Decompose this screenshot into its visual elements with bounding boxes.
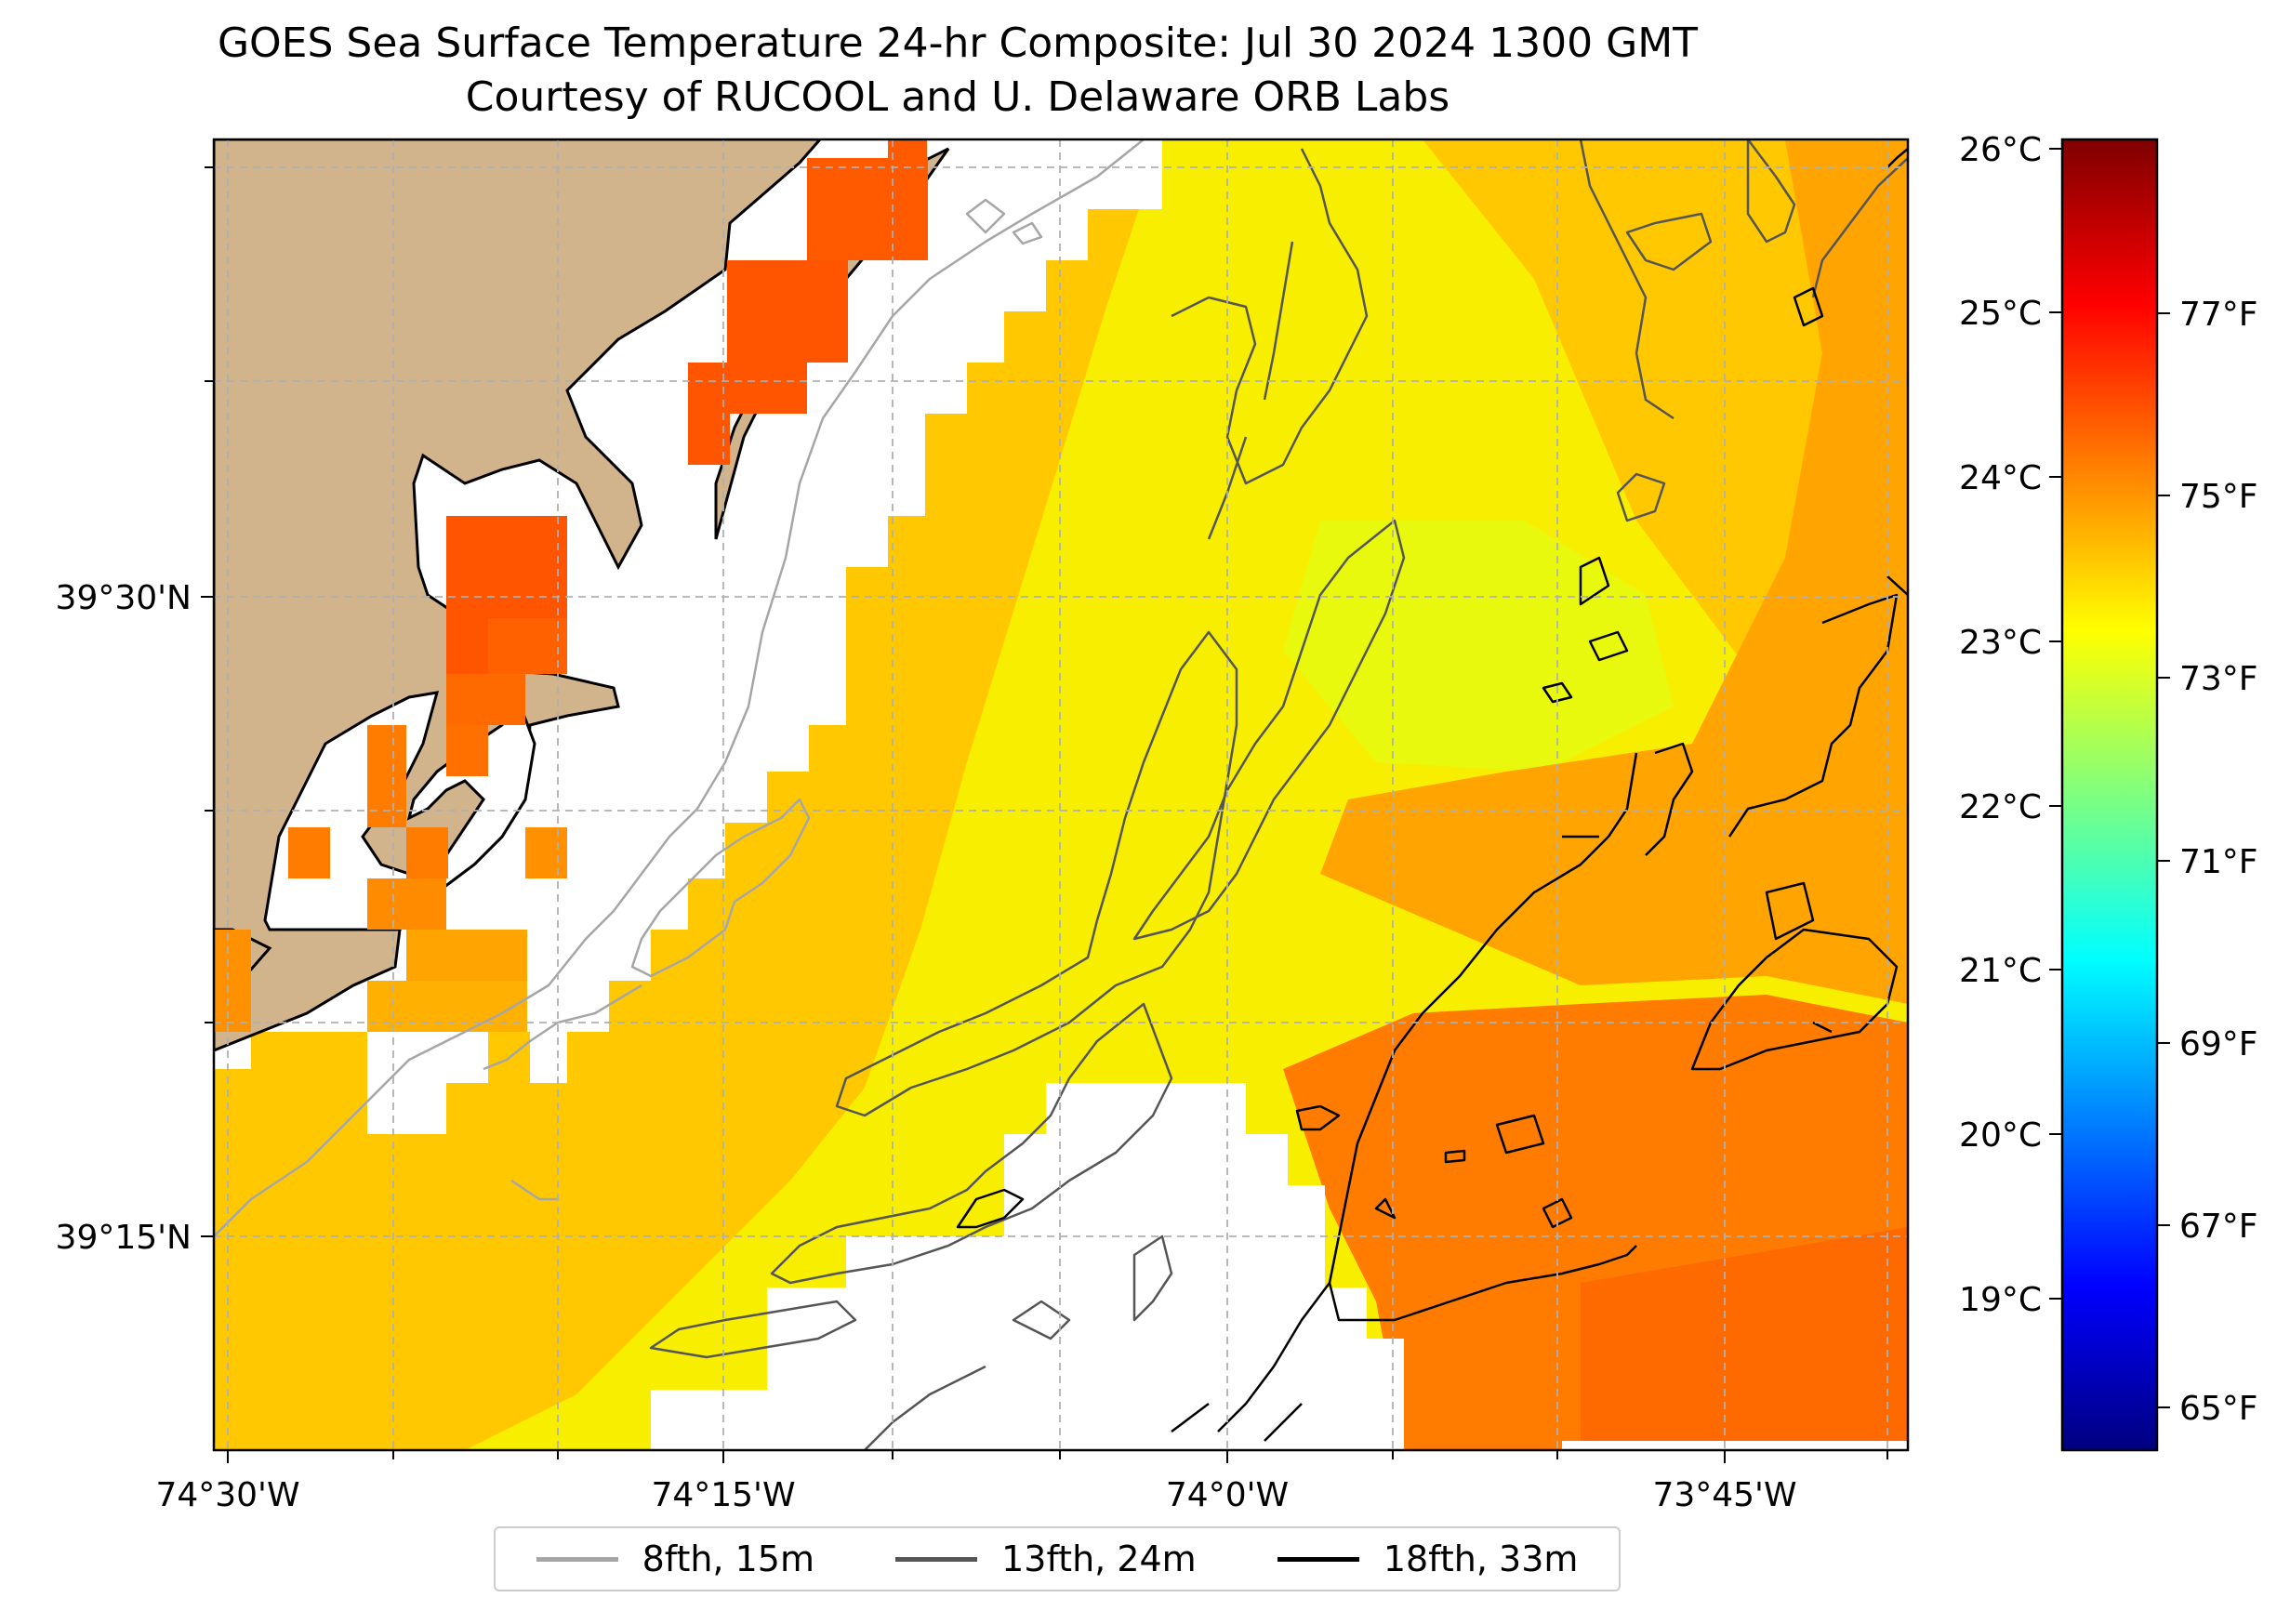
title-line-2: Courtesy of RUCOOL and U. Delaware ORB L… bbox=[465, 73, 1450, 121]
sst-pixel bbox=[367, 725, 406, 827]
contour-18fth bbox=[956, 148, 1908, 1442]
gridlines bbox=[214, 139, 1908, 1450]
legend-label: 18fth, 33m bbox=[1383, 1538, 1579, 1579]
sst-yellowgreen-patch bbox=[1283, 521, 1674, 772]
sst-pixel bbox=[367, 878, 446, 930]
colorbar-fahrenheit-label: 65°F bbox=[2179, 1390, 2258, 1428]
legend-swatch-8fth bbox=[536, 1556, 618, 1562]
colorbar-celsius-label: 20°C bbox=[1959, 1116, 2042, 1155]
colorbar-celsius-label: 25°C bbox=[1959, 295, 2042, 333]
lat-label: 39°30'N bbox=[56, 579, 192, 617]
sst-land-pixels bbox=[214, 139, 928, 1032]
legend-swatch-13fth bbox=[895, 1556, 978, 1562]
colorbar-fahrenheit-label: 67°F bbox=[2179, 1208, 2258, 1246]
sst-pixel bbox=[288, 827, 330, 878]
nodata-far-southeast bbox=[1562, 1441, 1908, 1450]
lon-label: 74°15'W bbox=[651, 1476, 795, 1514]
sst-pixel bbox=[367, 981, 527, 1032]
sst-pixel bbox=[446, 674, 525, 725]
lon-label: 73°45'W bbox=[1652, 1476, 1796, 1514]
colorbar-fahrenheit-label: 71°F bbox=[2179, 843, 2258, 881]
sst-pixel bbox=[214, 930, 251, 1032]
legend-item-8fth: 8fth, 15m bbox=[536, 1538, 814, 1579]
colorbar-fahrenheit-label: 75°F bbox=[2179, 478, 2258, 516]
legend-label: 8fth, 15m bbox=[642, 1538, 814, 1579]
colorbar-bar bbox=[2060, 138, 2159, 1452]
sst-pixel bbox=[688, 363, 807, 414]
map-ticks bbox=[201, 166, 1888, 1463]
colorbar-fahrenheit-label: 69°F bbox=[2179, 1025, 2258, 1063]
legend-item-13fth: 13fth, 24m bbox=[895, 1538, 1197, 1579]
colorbar-fahrenheit-label: 73°F bbox=[2179, 660, 2258, 698]
colorbar: 26°C 25°C 24°C 23°C 22°C 21°C 20°C 19°C … bbox=[1959, 131, 2258, 1452]
contour-legend: 8fth, 15m 13fth, 24m 18fth, 33m bbox=[494, 1526, 1621, 1591]
title-line-1: GOES Sea Surface Temperature 24-hr Compo… bbox=[217, 20, 1699, 67]
colorbar-celsius-label: 24°C bbox=[1959, 459, 2042, 497]
sst-orange-red-corner bbox=[1581, 1227, 1908, 1450]
contour-13fth bbox=[649, 139, 1908, 1450]
lon-label: 74°30'W bbox=[155, 1476, 299, 1514]
map-title: GOES Sea Surface Temperature 24-hr Compo… bbox=[0, 17, 1915, 125]
sst-pixel bbox=[525, 827, 567, 878]
nodata-offshore-south bbox=[651, 1083, 1404, 1450]
sst-pixel bbox=[888, 139, 927, 177]
sst-pixel bbox=[406, 827, 448, 878]
legend-item-18fth: 18fth, 33m bbox=[1277, 1538, 1579, 1579]
contour-8fth bbox=[214, 139, 1145, 1237]
legend-swatch-18fth bbox=[1277, 1556, 1359, 1562]
sst-map bbox=[214, 139, 1908, 1450]
lon-label: 74°0'W bbox=[1166, 1476, 1289, 1514]
colorbar-celsius-label: 22°C bbox=[1959, 788, 2042, 826]
sst-light-orange-east bbox=[1320, 139, 1908, 1004]
legend-label: 13fth, 24m bbox=[1001, 1538, 1197, 1579]
sst-pixel bbox=[727, 260, 848, 363]
colorbar-fahrenheit-label: 77°F bbox=[2179, 296, 2258, 334]
sst-pixel bbox=[446, 725, 488, 776]
colorbar-celsius-label: 19°C bbox=[1959, 1281, 2042, 1319]
lat-label: 39°15'N bbox=[56, 1219, 192, 1257]
bathymetry-contours bbox=[214, 139, 1908, 1450]
sst-pixel bbox=[488, 618, 567, 674]
colorbar-ticks bbox=[2049, 148, 2170, 1408]
colorbar-celsius-label: 26°C bbox=[1959, 131, 2042, 169]
colorbar-celsius-label: 21°C bbox=[1959, 952, 2042, 990]
sst-pixel bbox=[406, 930, 527, 981]
colorbar-celsius-label: 23°C bbox=[1959, 624, 2042, 662]
